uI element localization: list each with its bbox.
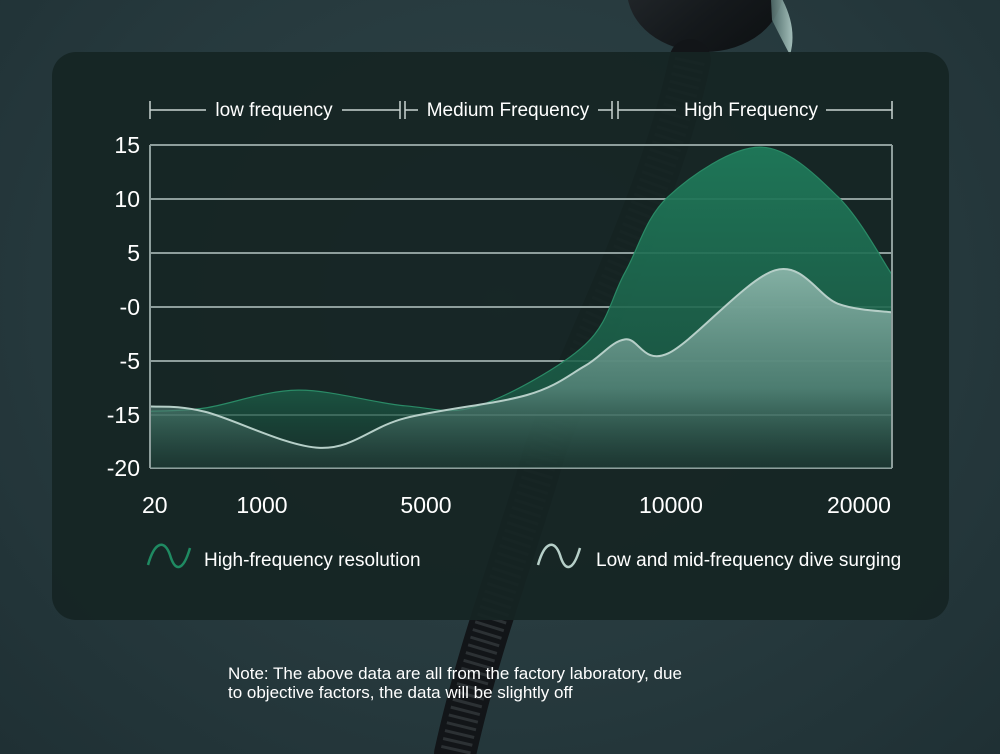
disclaimer-note-line-2: to objective factors, the data will be s… bbox=[228, 683, 573, 702]
earbud-shape bbox=[628, 0, 793, 55]
legend-wave-icon-light bbox=[536, 543, 582, 569]
y-tick-label: -0 bbox=[120, 294, 140, 320]
band-bracket-low: low frequency bbox=[149, 100, 401, 121]
band-label-low: low frequency bbox=[215, 100, 333, 121]
x-tick-label: 1000 bbox=[236, 492, 287, 518]
y-tick-label: 5 bbox=[127, 240, 140, 266]
series-line-low-mid-frequency bbox=[149, 268, 893, 449]
x-tick-label: 20 bbox=[142, 492, 168, 518]
frequency-band-header: low frequency Medium Frequency High Freq… bbox=[149, 100, 893, 121]
y-tick-label: -5 bbox=[120, 348, 140, 374]
legend-label-high-frequency: High-frequency resolution bbox=[204, 550, 421, 571]
plot-frame bbox=[149, 145, 893, 468]
y-tick-label: 15 bbox=[114, 132, 140, 158]
series-area-low-mid-frequency bbox=[150, 269, 892, 468]
band-label-medium: Medium Frequency bbox=[427, 100, 590, 121]
series-areas bbox=[149, 146, 893, 468]
legend-item-low-mid-frequency: Low and mid-frequency dive surging bbox=[536, 543, 901, 571]
band-bracket-high: High Frequency bbox=[617, 100, 893, 121]
chart-legend: High-frequency resolution Low and mid-fr… bbox=[146, 543, 901, 571]
band-label-high: High Frequency bbox=[684, 100, 819, 121]
series-line-high-frequency bbox=[149, 146, 893, 412]
y-tick-label: 10 bbox=[114, 186, 140, 212]
disclaimer-note-line-1: Note: The above data are all from the fa… bbox=[228, 664, 682, 683]
legend-label-low-mid-frequency: Low and mid-frequency dive surging bbox=[596, 550, 901, 571]
cable-braid-texture bbox=[440, 56, 705, 754]
legend-item-high-frequency: High-frequency resolution bbox=[146, 543, 421, 571]
band-bracket-medium: Medium Frequency bbox=[404, 100, 613, 121]
disclaimer-note: Note: The above data are all from the fa… bbox=[228, 664, 828, 702]
x-tick-label: 20000 bbox=[827, 492, 891, 518]
y-tick-label: -20 bbox=[107, 455, 140, 481]
x-tick-label: 5000 bbox=[400, 492, 451, 518]
legend-wave-icon-green bbox=[146, 543, 192, 569]
x-axis-tick-labels: 20 1000 5000 10000 20000 bbox=[142, 492, 891, 518]
x-tick-label: 10000 bbox=[639, 492, 703, 518]
y-tick-label: -15 bbox=[107, 402, 140, 428]
y-axis-tick-labels: 15 10 5 -0 -5 -15 -20 bbox=[107, 132, 140, 481]
